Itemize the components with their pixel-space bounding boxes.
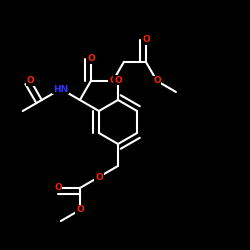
Text: O: O [95, 172, 103, 182]
Text: HN: HN [53, 84, 68, 94]
Text: O: O [87, 54, 95, 64]
Text: O: O [153, 76, 161, 86]
Text: O: O [76, 206, 84, 214]
Text: O: O [114, 76, 122, 85]
Text: O: O [109, 76, 117, 86]
Text: O: O [27, 76, 35, 86]
Text: O: O [54, 184, 62, 192]
Text: O: O [142, 36, 150, 44]
